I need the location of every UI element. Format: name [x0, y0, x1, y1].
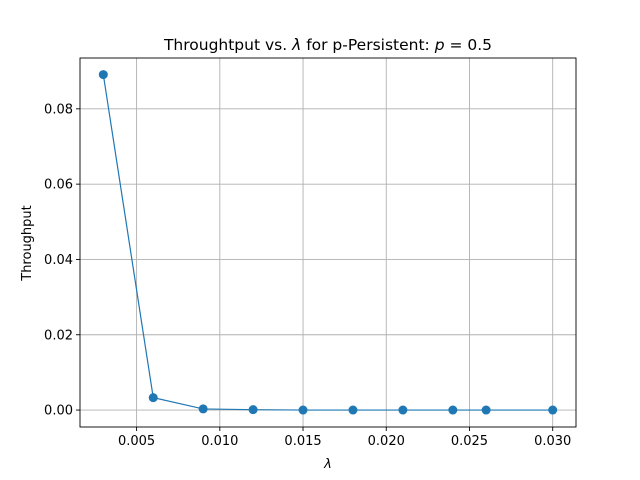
data-point: [248, 405, 258, 415]
data-point: [348, 405, 358, 415]
series-layer: [98, 70, 558, 415]
data-point: [398, 405, 408, 415]
data-point: [148, 393, 158, 403]
grid-layer: [80, 58, 576, 427]
axes-frame: [79, 57, 577, 428]
y-tick-label: 0.08: [44, 102, 73, 117]
x-axis-label: λ: [323, 457, 332, 472]
series-line: [102, 74, 553, 411]
x-tick-label: 0.030: [534, 434, 571, 449]
y-axis-label: Throughput: [20, 205, 35, 282]
y-tick-label: 0.00: [44, 404, 73, 419]
x-tick-label: 0.010: [201, 434, 238, 449]
x-tick-label: 0.015: [284, 434, 321, 449]
data-point: [448, 405, 458, 415]
data-point: [548, 405, 558, 415]
x-tick-label: 0.005: [118, 434, 155, 449]
chart-title: Throughtput vs. λ for p-Persistent: p = …: [163, 36, 492, 54]
x-tick-label: 0.025: [451, 434, 488, 449]
data-point: [298, 405, 308, 415]
y-tick-label: 0.06: [44, 178, 73, 193]
data-point: [98, 70, 108, 80]
data-point: [481, 405, 491, 415]
x-tick-label: 0.020: [368, 434, 405, 449]
y-tick-label: 0.02: [44, 328, 73, 343]
data-point: [198, 404, 208, 414]
tick-layer: 0.005 0.010 0.015 0.020 0.025 0.030 0.00 0.02 0.…: [44, 102, 571, 449]
y-tick-label: 0.04: [44, 253, 73, 268]
